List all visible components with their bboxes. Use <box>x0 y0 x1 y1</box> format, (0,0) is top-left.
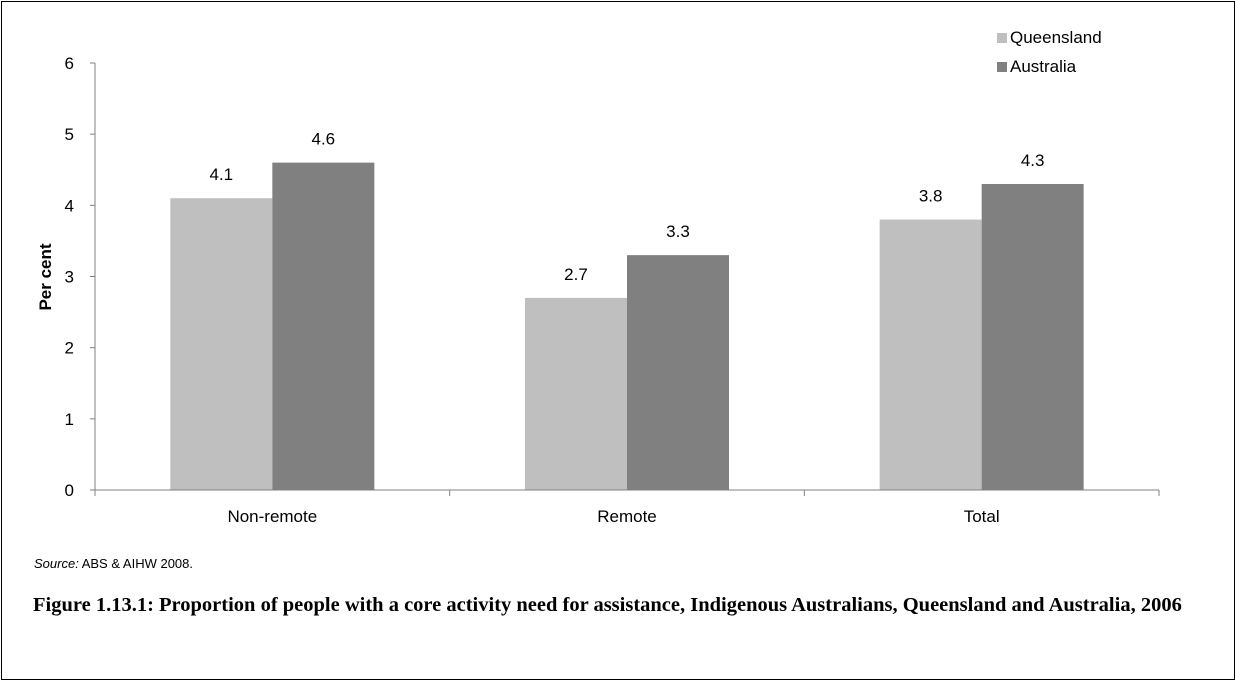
data-label: 4.3 <box>1021 151 1045 170</box>
x-tick-label: Remote <box>597 507 657 526</box>
data-label: 4.6 <box>312 130 336 149</box>
labels-layer: 4.1 2.7 3.8 4.6 3.3 4.3 0 1 2 3 4 5 6 Non-remote Remot… <box>36 54 1044 526</box>
y-tick-label: 0 <box>65 481 74 500</box>
y-tick-label: 1 <box>65 410 74 429</box>
y-tick-label: 3 <box>65 268 74 287</box>
bar-queensland-non-remote <box>170 198 273 490</box>
y-tick-label: 6 <box>65 54 74 73</box>
source-label: Source: <box>34 556 79 571</box>
legend-swatch <box>997 62 1007 72</box>
bar-australia-non-remote <box>272 162 375 490</box>
x-tick-label: Total <box>964 507 1000 526</box>
y-tick-label: 4 <box>65 196 74 215</box>
bars-layer <box>170 162 1084 491</box>
legend-swatch <box>997 33 1007 43</box>
legend-entry: Queensland <box>1010 28 1102 47</box>
y-tick-label: 2 <box>65 339 74 358</box>
bar-queensland-total <box>879 219 982 491</box>
data-label: 3.3 <box>666 222 690 241</box>
figure-caption: Figure 1.13.1: Proportion of people with… <box>33 594 1182 616</box>
data-label: 4.1 <box>210 165 234 184</box>
bar-australia-remote <box>627 255 729 490</box>
data-label: 2.7 <box>564 265 588 284</box>
legend: Queensland Australia <box>997 28 1102 76</box>
source-note: Source: ABS & AIHW 2008. <box>34 556 193 571</box>
source-text: ABS & AIHW 2008. <box>81 556 193 571</box>
bar-australia-total <box>981 183 1084 490</box>
legend-entry: Australia <box>1010 57 1077 76</box>
y-tick-label: 5 <box>65 125 74 144</box>
y-axis-title: Per cent <box>36 243 55 310</box>
bar-queensland-remote <box>525 297 627 490</box>
x-tick-label: Non-remote <box>227 507 317 526</box>
data-label: 3.8 <box>919 187 943 206</box>
axes-layer <box>90 62 1160 496</box>
